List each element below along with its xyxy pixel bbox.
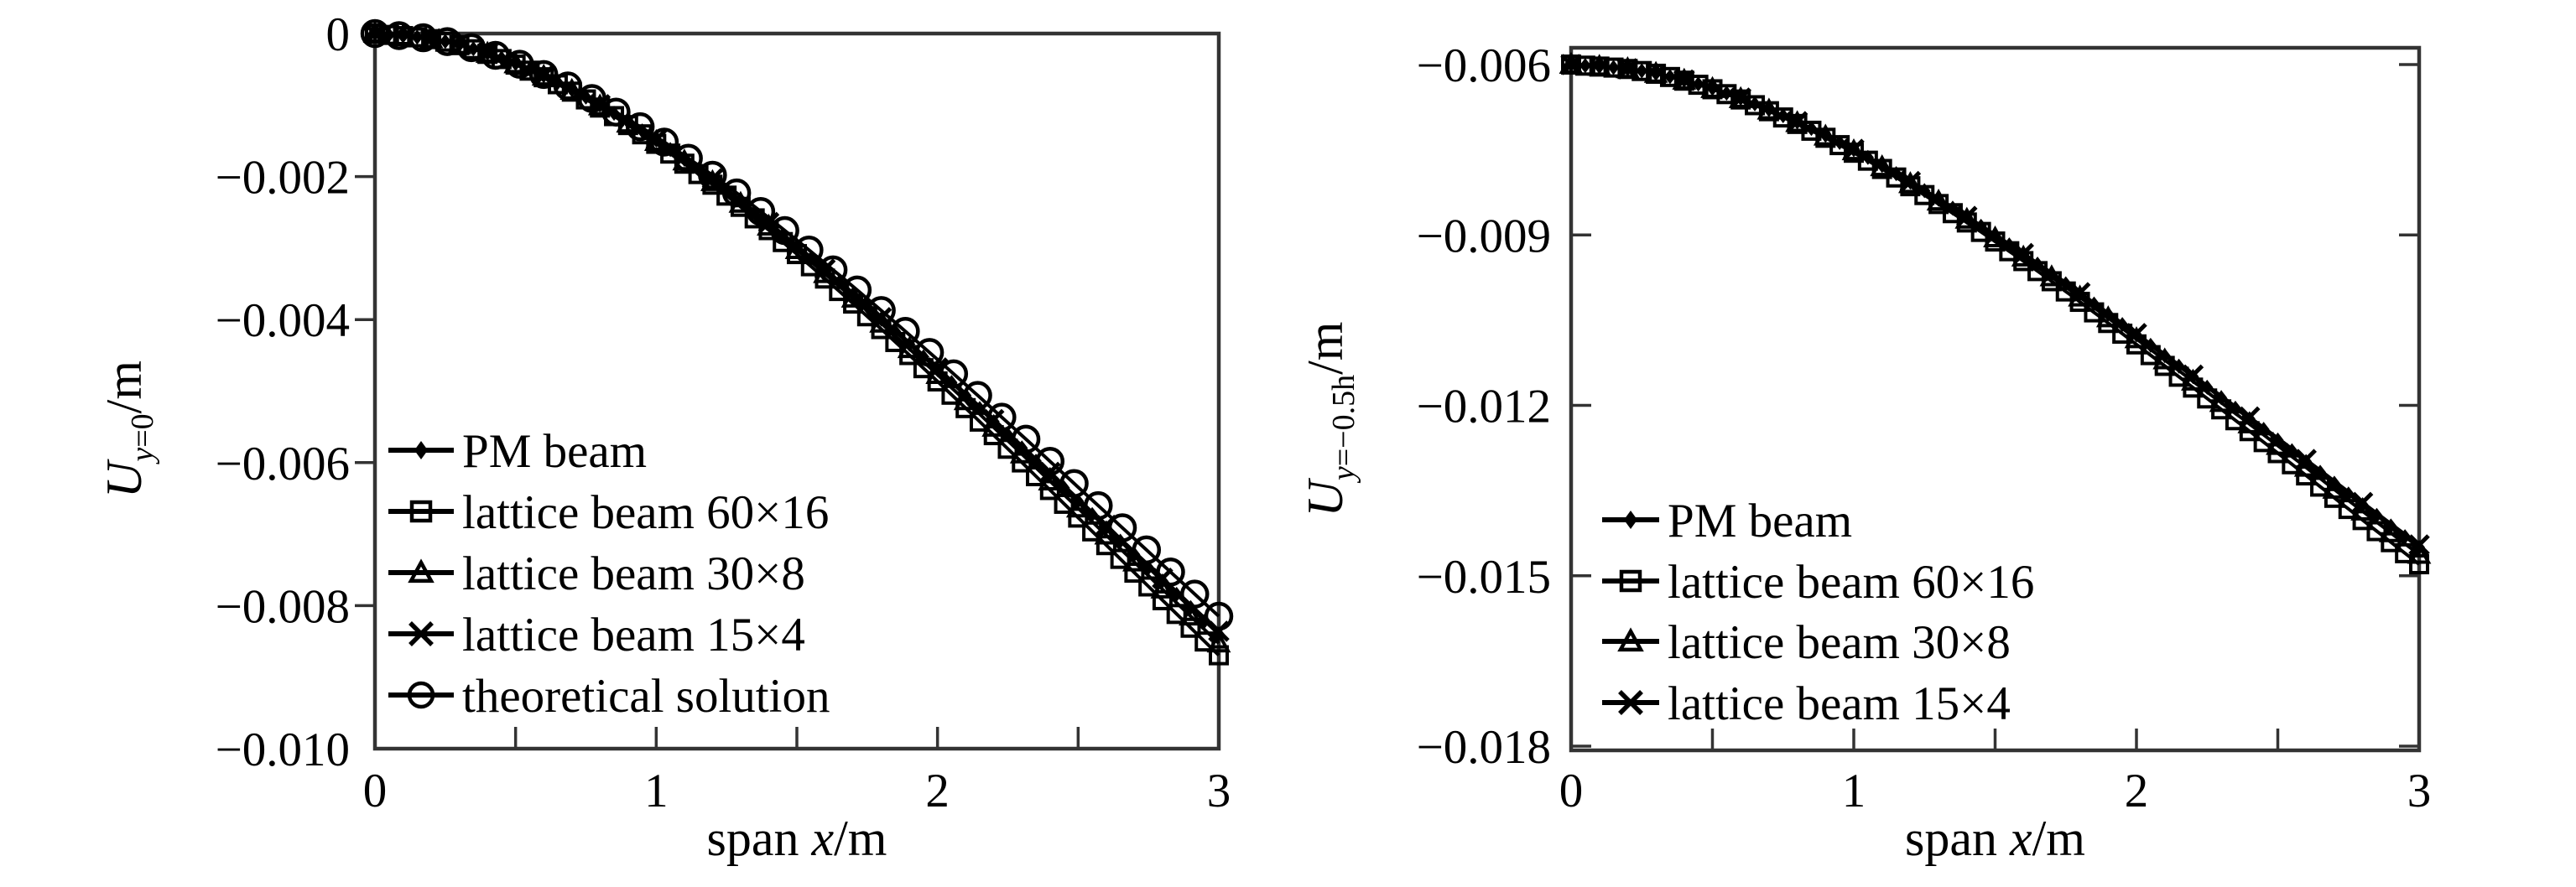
x-ticks <box>1710 729 2280 749</box>
legend-entry-pm-beam: PM beam <box>1602 495 1852 547</box>
y-tick-labels: −0.006 −0.009 −0.012 −0.015 −0.018 <box>1417 39 1551 774</box>
x-tick-label: 1 <box>644 765 669 817</box>
y-tick-label: −0.018 <box>1417 721 1551 774</box>
series-group <box>1559 51 2432 575</box>
legend-entry-theoretical-solution: theoretical solution <box>388 670 830 723</box>
legend-entry-lattice-beam-60-16: lattice beam 60×16 <box>1602 556 2034 609</box>
x-tick-label: 2 <box>2125 765 2149 817</box>
legend-label: PM beam <box>462 425 647 478</box>
y-tick-label: −0.006 <box>1417 39 1551 92</box>
legend-label: lattice beam 30×8 <box>462 547 805 600</box>
x-tick-label: 3 <box>1207 765 1231 817</box>
x-tick-label: 0 <box>1559 765 1584 817</box>
y-tick-label: 0 <box>326 8 351 61</box>
y-tick-label: −0.015 <box>1417 551 1551 604</box>
legend-label: theoretical solution <box>462 670 830 723</box>
legend-label: PM beam <box>1668 495 1852 547</box>
y-ticks <box>355 174 375 608</box>
x-tick-label: 3 <box>2407 765 2432 817</box>
legend: PM beam lattice beam 60×16 lattice beam 30… <box>388 425 830 723</box>
legend-entry-lattice-beam-15-4: lattice beam 15×4 <box>388 609 805 661</box>
plot-box <box>1569 45 2422 753</box>
legend-label: lattice beam 60×16 <box>462 486 829 539</box>
series-group <box>360 18 1234 666</box>
series-lattice-beam-15-4 <box>1560 54 2430 556</box>
x-axis-label: span x/m <box>1905 811 2085 866</box>
x-tick-label: 0 <box>363 765 388 817</box>
y-axis-label: Uy=−0.5h/m <box>1298 322 1361 517</box>
x-ticks <box>513 727 1080 747</box>
x-tick-label: 1 <box>1842 765 1866 817</box>
legend-entry-lattice-beam-60-16: lattice beam 60×16 <box>388 486 829 539</box>
legend-entry-lattice-beam-30-8: lattice beam 30×8 <box>1602 616 2011 669</box>
legend-entry-pm-beam: PM beam <box>388 425 647 478</box>
x-axis-label: span x/m <box>707 811 887 866</box>
series-theoretical-solution <box>360 18 1234 631</box>
legend-label: lattice beam 15×4 <box>462 609 805 661</box>
y-tick-label: −0.002 <box>216 152 350 205</box>
plot-box <box>372 31 1221 751</box>
y-axis-label: Uy=0/m <box>96 361 160 498</box>
legend-label: lattice beam 60×16 <box>1668 556 2034 609</box>
x-tick-labels: 0 1 2 3 <box>363 765 1231 817</box>
legend-label: lattice beam 15×4 <box>1668 677 2011 730</box>
y-tick-label: −0.004 <box>216 294 350 347</box>
y-tick-label: −0.009 <box>1417 210 1551 262</box>
series-lattice-beam-30-8 <box>1559 51 2432 564</box>
legend-entry-lattice-beam-15-4: lattice beam 15×4 <box>1602 677 2011 730</box>
legend-entry-lattice-beam-30-8: lattice beam 30×8 <box>388 547 805 600</box>
x-tick-labels: 0 1 2 3 <box>1559 765 2432 817</box>
y-tick-label: −0.010 <box>216 724 350 776</box>
y-tick-labels: 0 −0.002 −0.004 −0.006 −0.008 −0.010 <box>216 8 350 776</box>
y-tick-label: −0.006 <box>216 438 350 490</box>
y-tick-label: −0.008 <box>216 580 350 633</box>
x-tick-label: 2 <box>925 765 950 817</box>
legend-label: lattice beam 30×8 <box>1668 616 2011 669</box>
legend: PM beam lattice beam 60×16 lattice beam 30… <box>1602 495 2034 730</box>
y-tick-label: −0.012 <box>1417 381 1551 433</box>
